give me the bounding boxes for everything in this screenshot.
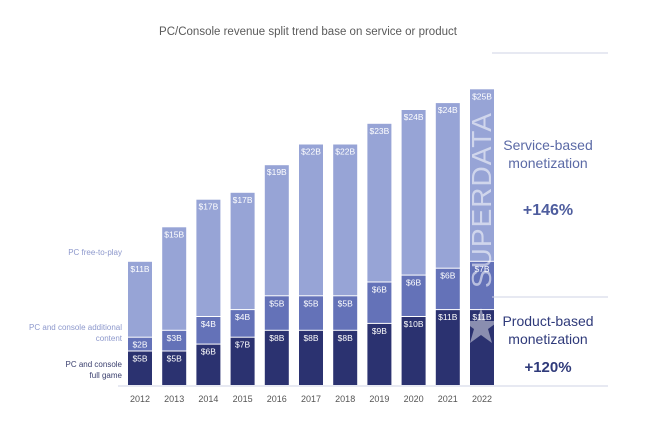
bar-label-2017-series-2: $22B	[301, 147, 321, 157]
bar-2022-series-2	[470, 89, 494, 261]
bar-2015-series-1	[230, 310, 255, 337]
bar-label-2022-series-0: $11B	[472, 312, 492, 322]
bar-2021-series-0	[435, 310, 460, 385]
x-ticks-group: 2012 2013 2014 2015 2016 2017 2018 2019 2020 2021…	[130, 394, 492, 404]
service-title-line1: Service-based	[503, 137, 593, 153]
bar-label-2016-series-1: $5B	[269, 298, 284, 308]
bar-label-2018-series-1: $5B	[338, 298, 353, 308]
bar-label-2019-series-1: $6B	[372, 285, 387, 295]
bar-label-2012-series-1: $2B	[132, 340, 147, 350]
bar-label-2022-series-1: $7B	[474, 264, 489, 274]
bar-2018-series-2	[333, 144, 358, 296]
watermark-text: SUPERDATA	[466, 112, 497, 288]
bar-label-2017-series-0: $8B	[303, 333, 318, 343]
bar-2016-series-2	[264, 165, 289, 296]
bar-2019-series-1	[367, 282, 392, 323]
bar-label-2017-series-1: $5B	[303, 298, 318, 308]
bar-label-2020-series-2: $24B	[404, 112, 424, 122]
bar-2020-series-1	[401, 275, 426, 316]
bar-2012-series-0	[128, 351, 152, 385]
bar-2018-series-1	[333, 296, 358, 330]
x-tick-2020: 2020	[404, 394, 424, 404]
bar-label-2022-series-2: $25B	[472, 91, 492, 101]
bar-2014-series-1	[196, 317, 221, 344]
bar-2021-series-1	[435, 268, 460, 310]
x-tick-2012: 2012	[130, 394, 150, 404]
legend-free-to-play: PC free-to-play	[68, 248, 122, 257]
legend-additional-line2: content	[96, 334, 123, 343]
bar-label-2015-series-2: $17B	[233, 195, 253, 205]
x-tick-2014: 2014	[198, 394, 218, 404]
bars-group: $5B $2B $11B $5B $3B $15B $6B $4B $17B $7B $4B $17B…	[128, 89, 494, 385]
x-tick-2022: 2022	[472, 394, 492, 404]
bar-label-2012-series-2: $11B	[130, 264, 150, 274]
legend-additional-line1: PC and console additional	[29, 323, 122, 332]
service-title-line2: monetization	[508, 155, 587, 171]
bar-2015-series-0	[230, 337, 255, 385]
bar-label-2013-series-0: $5B	[167, 354, 182, 364]
bar-label-2012-series-0: $5B	[132, 354, 147, 364]
bar-2012-series-1	[128, 337, 152, 351]
bar-2012-series-2	[128, 261, 152, 337]
bar-2022-series-0	[470, 310, 494, 385]
bar-2017-series-2	[299, 144, 323, 296]
bar-2013-series-0	[162, 351, 187, 385]
bar-2018-series-0	[333, 330, 358, 385]
bar-label-2015-series-1: $4B	[235, 312, 250, 322]
bar-2013-series-1	[162, 330, 187, 351]
bar-label-2013-series-2: $15B	[164, 229, 184, 239]
bar-label-2015-series-0: $7B	[235, 340, 250, 350]
x-tick-2018: 2018	[335, 394, 355, 404]
bar-2015-series-2	[230, 192, 255, 310]
product-title-line1: Product-based	[502, 313, 593, 329]
bar-2020-series-2	[401, 110, 426, 275]
bar-2017-series-1	[299, 296, 323, 330]
bar-2017-series-0	[299, 330, 323, 385]
bar-label-2016-series-2: $19B	[267, 167, 287, 177]
bar-label-2021-series-1: $6B	[440, 271, 455, 281]
bar-2019-series-0	[367, 323, 392, 385]
bar-label-2018-series-0: $8B	[338, 333, 353, 343]
x-tick-2021: 2021	[438, 394, 458, 404]
bar-label-2018-series-2: $22B	[335, 147, 355, 157]
bar-label-2014-series-2: $17B	[198, 202, 218, 212]
bar-label-2019-series-2: $23B	[369, 126, 389, 136]
watermark-star-icon	[463, 308, 499, 343]
bar-2020-series-0	[401, 317, 426, 385]
x-tick-2019: 2019	[369, 394, 389, 404]
product-title-line2: monetization	[508, 331, 587, 347]
bar-label-2021-series-0: $11B	[438, 312, 458, 322]
legend-full-game-line2: full game	[90, 371, 123, 380]
bar-2021-series-2	[435, 103, 460, 268]
bar-label-2014-series-1: $4B	[201, 319, 216, 329]
x-tick-2013: 2013	[164, 394, 184, 404]
bar-label-2016-series-0: $8B	[269, 333, 284, 343]
bar-2019-series-2	[367, 123, 392, 282]
x-tick-2017: 2017	[301, 394, 321, 404]
x-tick-2016: 2016	[267, 394, 287, 404]
bar-2014-series-2	[196, 199, 221, 316]
bar-label-2020-series-0: $10B	[404, 319, 424, 329]
bar-2013-series-2	[162, 227, 187, 330]
chart-title: PC/Console revenue split trend base on s…	[159, 26, 458, 38]
service-pct: +146%	[523, 202, 573, 219]
bar-2016-series-1	[264, 296, 289, 330]
bar-2016-series-0	[264, 330, 289, 385]
bar-2022-series-1	[470, 261, 494, 310]
bar-2014-series-0	[196, 344, 221, 385]
x-tick-2015: 2015	[233, 394, 253, 404]
bar-label-2020-series-1: $6B	[406, 278, 421, 288]
bar-label-2019-series-0: $9B	[372, 326, 387, 336]
product-pct: +120%	[524, 359, 571, 376]
bar-label-2021-series-2: $24B	[438, 105, 458, 115]
legend-full-game-line1: PC and console	[66, 360, 123, 369]
bar-label-2014-series-0: $6B	[201, 347, 216, 357]
bar-label-2013-series-1: $3B	[167, 333, 182, 343]
